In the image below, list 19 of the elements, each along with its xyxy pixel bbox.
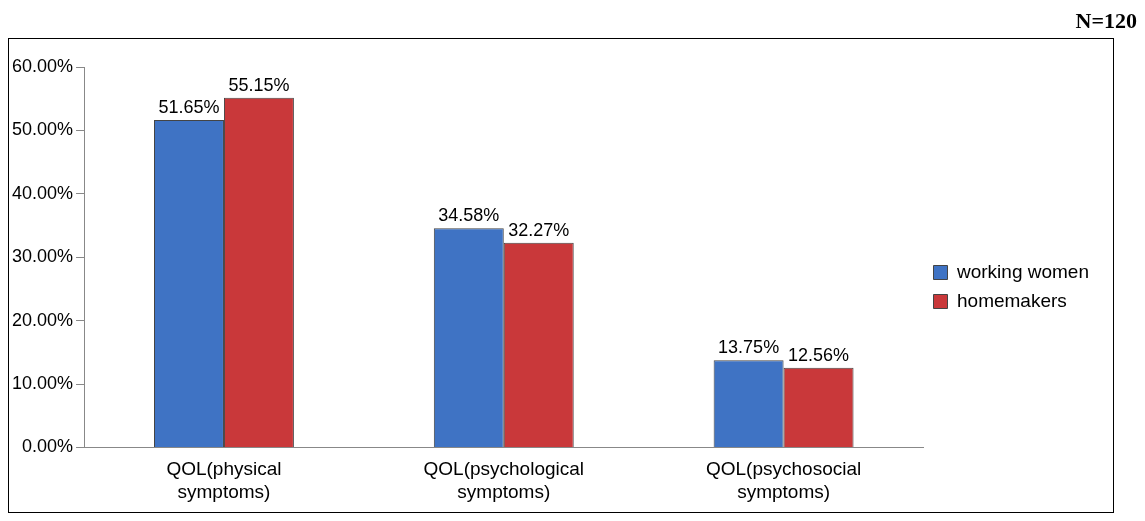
data-label: 32.27% <box>508 219 570 240</box>
y-tick-label: 50.00% <box>11 119 74 140</box>
x-tick-label: QOL(psychosocial symptoms) <box>705 458 862 502</box>
y-tick-label: 30.00% <box>11 246 74 267</box>
y-tick-label: 40.00% <box>11 182 74 203</box>
y-tick-label: 0.00% <box>22 436 74 457</box>
y-tick-label: 60.00% <box>11 55 74 76</box>
data-label: 13.75% <box>718 337 780 358</box>
legend-label: working women <box>956 260 1089 282</box>
x-tick-label: QOL(physical symptoms) <box>166 458 282 502</box>
data-label: 55.15% <box>228 74 290 95</box>
text: N=120 <box>1075 8 1137 33</box>
data-label: 34.58% <box>438 205 500 226</box>
data-label: 51.65% <box>158 96 220 117</box>
legend-label: homemakers <box>957 289 1067 311</box>
data-label: 12.56% <box>788 344 850 365</box>
y-tick-label: 10.00% <box>11 372 74 393</box>
y-tick-label: 20.00% <box>11 309 74 330</box>
x-tick-label: QOL(psychological symptoms) <box>423 458 585 502</box>
